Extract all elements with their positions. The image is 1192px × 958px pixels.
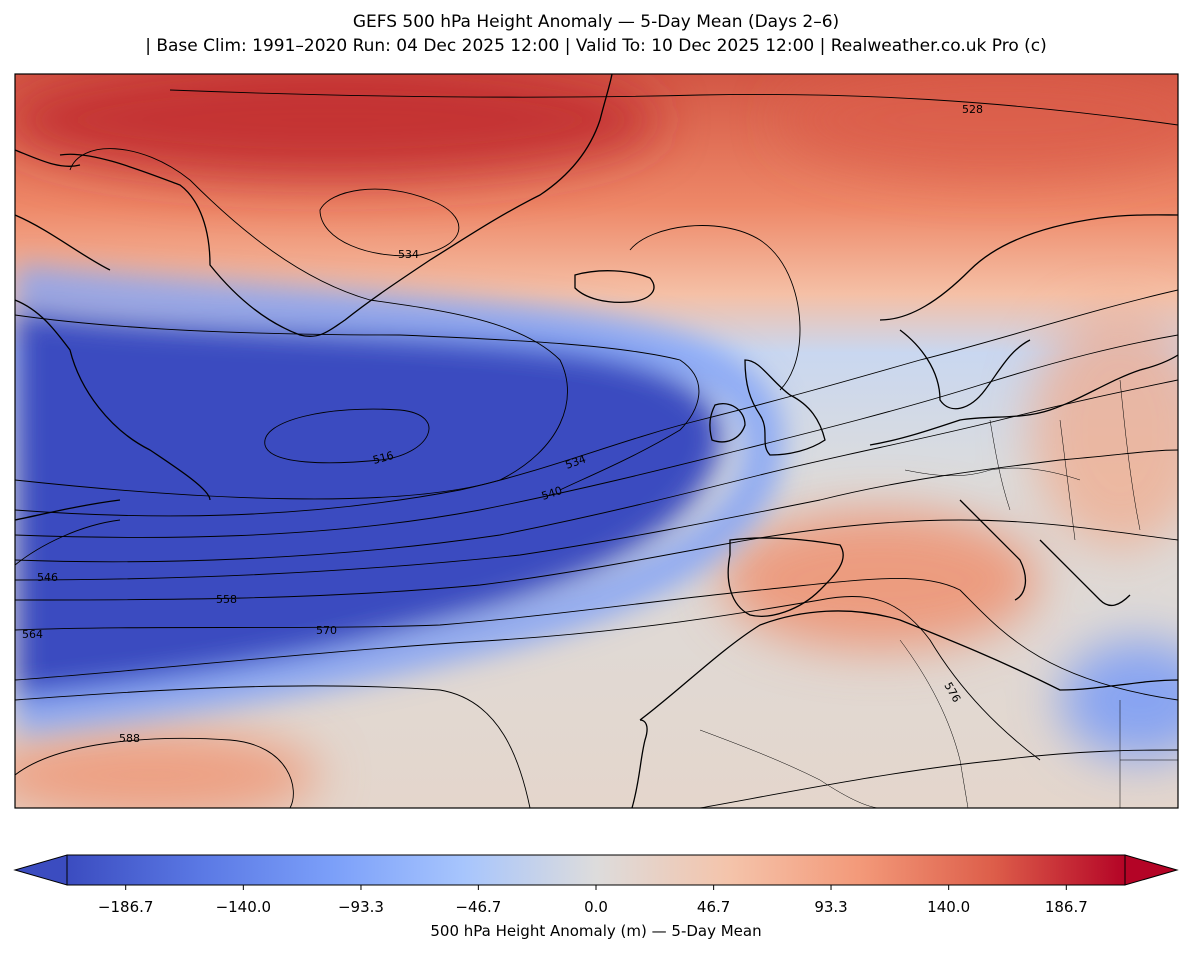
- coastlines: [15, 74, 1178, 808]
- colorbar-tick-label: 0.0: [584, 898, 608, 916]
- colorbar-tick-label: −186.7: [97, 898, 154, 916]
- colorbar-tick-label: −93.3: [337, 898, 384, 916]
- contour-label-564: 564: [22, 628, 43, 641]
- colorbar: [13, 854, 1179, 890]
- colorbar-tick-label: 46.7: [696, 898, 731, 916]
- contour-label-570: 570: [316, 624, 337, 637]
- contour-label-540: 540: [540, 484, 564, 503]
- colorbar-gradient: [67, 855, 1125, 885]
- colorbar-tick-label: −140.0: [215, 898, 272, 916]
- anomaly-shading: [15, 74, 1178, 808]
- height-contours: [15, 89, 1178, 808]
- colorbar-tick-label: 186.7: [1044, 898, 1088, 916]
- chart-title-line2: | Base Clim: 1991–2020 Run: 04 Dec 2025 …: [145, 36, 1047, 56]
- colorbar-max-extend: [1124, 854, 1179, 886]
- contour-label-516: 516: [371, 449, 395, 467]
- colorbar-label: 500 hPa Height Anomaly (m) — 5-Day Mean: [430, 922, 762, 940]
- contour-label-528: 528: [962, 103, 983, 116]
- contour-label-534-north: 534: [398, 248, 419, 261]
- contour-label-588: 588: [119, 732, 140, 745]
- contour-label-558: 558: [216, 593, 237, 606]
- contour-label-546: 546: [37, 571, 58, 584]
- colorbar-min-extend: [13, 854, 68, 886]
- colorbar-tick-label: 93.3: [814, 898, 848, 916]
- colorbar-tick-label: 140.0: [927, 898, 971, 916]
- contour-labels: 528 534 516 534 540 546 558 564 570 576 …: [22, 103, 983, 745]
- chart-title-line1: GEFS 500 hPa Height Anomaly — 5-Day Mean…: [352, 12, 840, 32]
- map-frame: [14, 73, 1179, 809]
- colorbar-tick-label: −46.7: [455, 898, 502, 916]
